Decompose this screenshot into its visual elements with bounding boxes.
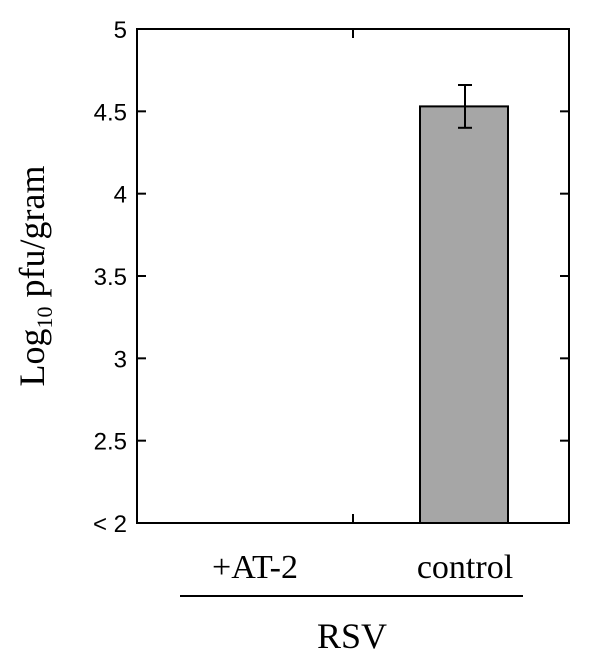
y-tick-labels: < 2 2.5 3 3.5 4 4.5 5 [93, 17, 127, 538]
y-tick-label: 5 [114, 17, 127, 44]
category-label-control: control [417, 549, 513, 586]
y-axis-label-rest: pfu/gram [12, 166, 52, 307]
y-axis-label: Log10 pfu/gram [12, 166, 57, 387]
y-tick-label: 2.5 [94, 429, 127, 456]
bars-group [419, 83, 509, 524]
y-tick-label: < 2 [93, 511, 127, 538]
y-axis-label-subscript: 10 [32, 306, 57, 328]
y-axis-label-main: Log [12, 328, 52, 386]
category-label-at2: +AT-2 [212, 549, 298, 586]
y-tick-label: 3 [114, 346, 127, 373]
bar-control [419, 105, 509, 524]
y-tick-label: 4.5 [94, 99, 127, 126]
y-tick-label: 3.5 [94, 264, 127, 291]
axis-ticks [137, 28, 569, 524]
y-tick-label: 4 [114, 182, 127, 209]
group-label: RSV [317, 616, 387, 656]
